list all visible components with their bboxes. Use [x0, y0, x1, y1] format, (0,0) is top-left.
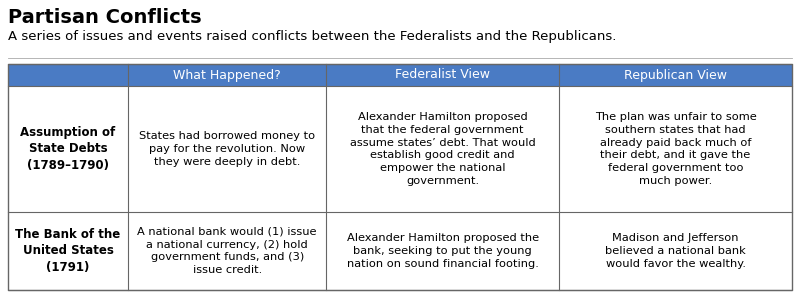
Text: A national bank would (1) issue
a national currency, (2) hold
government funds, : A national bank would (1) issue a nation…: [138, 227, 317, 275]
Text: The Bank of the
United States
(1791): The Bank of the United States (1791): [15, 228, 121, 274]
Text: Partisan Conflicts: Partisan Conflicts: [8, 8, 202, 27]
Text: Federalist View: Federalist View: [395, 68, 490, 81]
Bar: [8, 64, 792, 86]
Bar: [8, 212, 792, 290]
Text: States had borrowed money to
pay for the revolution. Now
they were deeply in deb: States had borrowed money to pay for the…: [139, 131, 315, 167]
Bar: [8, 86, 792, 212]
Text: The plan was unfair to some
southern states that had
already paid back much of
t: The plan was unfair to some southern sta…: [594, 112, 757, 186]
Text: Assumption of
State Debts
(1789–1790): Assumption of State Debts (1789–1790): [20, 126, 116, 172]
Text: Madison and Jefferson
believed a national bank
would favor the wealthy.: Madison and Jefferson believed a nationa…: [606, 233, 746, 269]
Text: Republican View: Republican View: [624, 68, 727, 81]
Text: Alexander Hamilton proposed
that the federal government
assume states’ debt. Tha: Alexander Hamilton proposed that the fed…: [350, 112, 536, 186]
Text: What Happened?: What Happened?: [174, 68, 281, 81]
Text: A series of issues and events raised conflicts between the Federalists and the R: A series of issues and events raised con…: [8, 30, 616, 43]
Text: Alexander Hamilton proposed the
bank, seeking to put the young
nation on sound f: Alexander Hamilton proposed the bank, se…: [346, 233, 538, 269]
Bar: [8, 64, 792, 290]
